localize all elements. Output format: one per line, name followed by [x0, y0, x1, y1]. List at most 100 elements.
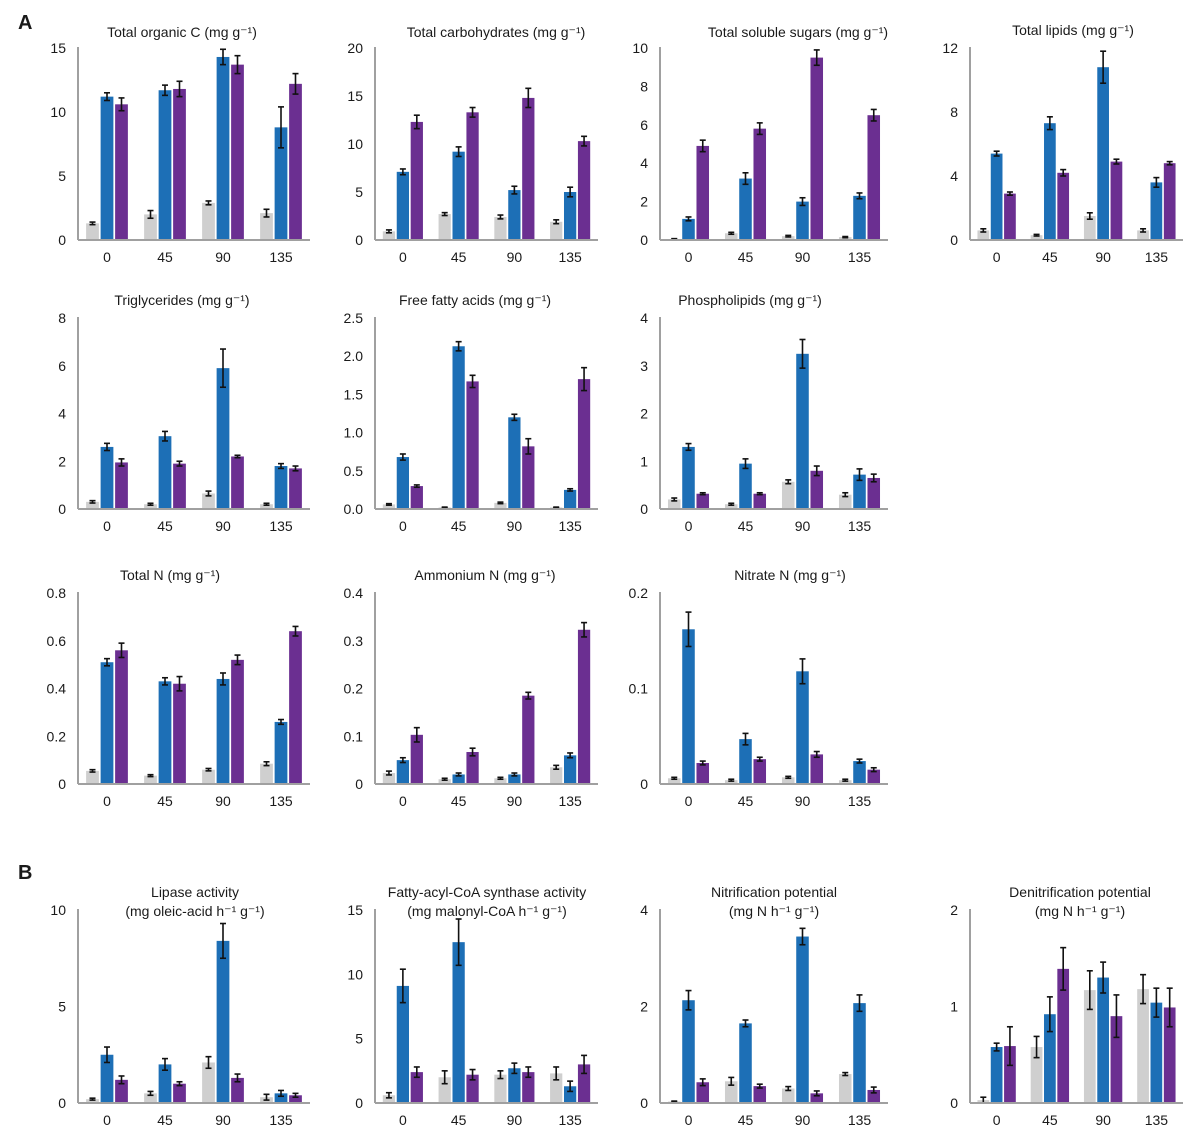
- y-tick-label: 0: [58, 776, 66, 792]
- bar-purple: [115, 104, 128, 240]
- x-tick-label: 0: [399, 518, 407, 534]
- y-tick-label: 0: [950, 1095, 958, 1111]
- bar-blue: [563, 192, 577, 240]
- chart-title: Total lipids (mg g⁻¹): [1012, 22, 1134, 38]
- bar-blue: [100, 662, 114, 784]
- bar-purple: [466, 112, 479, 240]
- x-tick-label: 135: [1145, 249, 1169, 265]
- x-tick-label: 135: [269, 249, 293, 265]
- y-tick-label: 1: [640, 453, 648, 469]
- bar-purple: [753, 128, 767, 240]
- bar-gray: [382, 773, 396, 784]
- bar-purple: [867, 769, 881, 784]
- bar-purple: [696, 1082, 710, 1103]
- bar-blue: [508, 190, 521, 240]
- x-tick-label: 135: [848, 518, 872, 534]
- y-tick-label: 10: [347, 136, 363, 152]
- x-tick-label: 0: [685, 793, 693, 809]
- bar-gray: [838, 494, 852, 509]
- bar-gray: [202, 769, 215, 784]
- bar-blue: [682, 1000, 695, 1103]
- bar-blue: [452, 346, 465, 509]
- y-tick-label: 2.0: [344, 348, 364, 364]
- chart-panel-2: Total soluble sugars (mg g⁻¹) 0 2 4 6 8 10 0 45 9…: [632, 24, 888, 265]
- bar-blue: [563, 489, 577, 509]
- bar-blue: [158, 1064, 172, 1103]
- chart-title: Lipase activity: [151, 884, 239, 900]
- bar-purple: [810, 1093, 824, 1103]
- bar-gray: [781, 481, 795, 509]
- bar-blue: [100, 96, 114, 240]
- bar-blue: [274, 127, 288, 240]
- bar-purple: [289, 631, 302, 784]
- bar-gray: [1030, 1047, 1043, 1103]
- chart-title: Total carbohydrates (mg g⁻¹): [407, 24, 586, 40]
- bar-gray: [260, 504, 273, 509]
- chart-subtitle: (mg N h⁻¹ g⁻¹): [1035, 903, 1125, 919]
- y-tick-label: 15: [50, 40, 66, 56]
- y-tick-label: 15: [347, 902, 363, 918]
- bar-gray: [724, 233, 738, 240]
- bar-gray: [144, 504, 157, 509]
- x-tick-label: 0: [399, 249, 407, 265]
- bar-purple: [466, 381, 479, 509]
- y-tick-label: 0: [640, 232, 648, 248]
- chart-subtitle: (mg oleic-acid h⁻¹ g⁻¹): [125, 903, 264, 919]
- y-tick-label: 8: [58, 310, 66, 326]
- bar-purple: [1004, 1046, 1016, 1103]
- bar-purple: [289, 1095, 302, 1103]
- bar-blue: [1044, 123, 1056, 240]
- bar-gray: [838, 237, 852, 240]
- bar-purple: [115, 1079, 128, 1103]
- bar-purple: [522, 1072, 535, 1103]
- bar-blue: [508, 417, 521, 509]
- bar-gray: [86, 501, 99, 509]
- bar-blue: [796, 671, 809, 784]
- x-tick-label: 90: [215, 793, 231, 809]
- y-tick-label: 15: [347, 88, 363, 104]
- bar-gray: [550, 1073, 563, 1103]
- bar-blue: [1097, 67, 1109, 240]
- bar-blue: [100, 1054, 114, 1103]
- y-tick-label: 0.1: [344, 728, 364, 744]
- chart-panel-12: Nitrification potential (mg N h⁻¹ g⁻¹) 0 2 4…: [640, 884, 888, 1128]
- bar-purple: [577, 1064, 591, 1103]
- y-tick-label: 0: [355, 232, 363, 248]
- bar-blue: [452, 151, 465, 240]
- bar-purple: [231, 1077, 244, 1103]
- y-tick-label: 2: [950, 902, 958, 918]
- bar-gray: [838, 780, 852, 784]
- bar-purple: [1163, 1007, 1176, 1103]
- chart-panel-7: Total N (mg g⁻¹) 0 0.2 0.4 0.6 0.8 0 45 90 135: [47, 567, 310, 809]
- y-tick-label: 10: [347, 966, 363, 982]
- x-tick-label: 0: [399, 1112, 407, 1128]
- bar-gray: [1083, 216, 1096, 240]
- y-tick-label: 0: [355, 776, 363, 792]
- chart-title: Nitrate N (mg g⁻¹): [734, 567, 846, 583]
- bar-purple: [577, 379, 591, 509]
- y-tick-label: 4: [640, 310, 648, 326]
- x-tick-label: 90: [215, 249, 231, 265]
- bar-blue: [396, 457, 410, 509]
- bar-purple: [466, 1074, 479, 1103]
- x-tick-label: 45: [451, 1112, 467, 1128]
- y-tick-label: 4: [950, 168, 958, 184]
- bar-gray: [550, 767, 563, 784]
- bar-purple: [696, 493, 710, 509]
- bar-blue: [853, 1003, 866, 1103]
- x-tick-label: 90: [795, 249, 811, 265]
- x-tick-label: 45: [451, 249, 467, 265]
- x-tick-label: 45: [738, 1112, 754, 1128]
- bar-gray: [144, 214, 157, 240]
- bar-blue: [563, 1086, 577, 1103]
- x-tick-label: 0: [103, 249, 111, 265]
- bar-blue: [274, 466, 288, 509]
- panel-label-a: A: [18, 12, 33, 34]
- bar-purple: [577, 141, 591, 240]
- bar-purple: [231, 456, 244, 509]
- y-tick-label: 0: [58, 501, 66, 517]
- bar-purple: [810, 754, 824, 784]
- bar-gray: [724, 1081, 738, 1103]
- bar-gray: [86, 223, 99, 240]
